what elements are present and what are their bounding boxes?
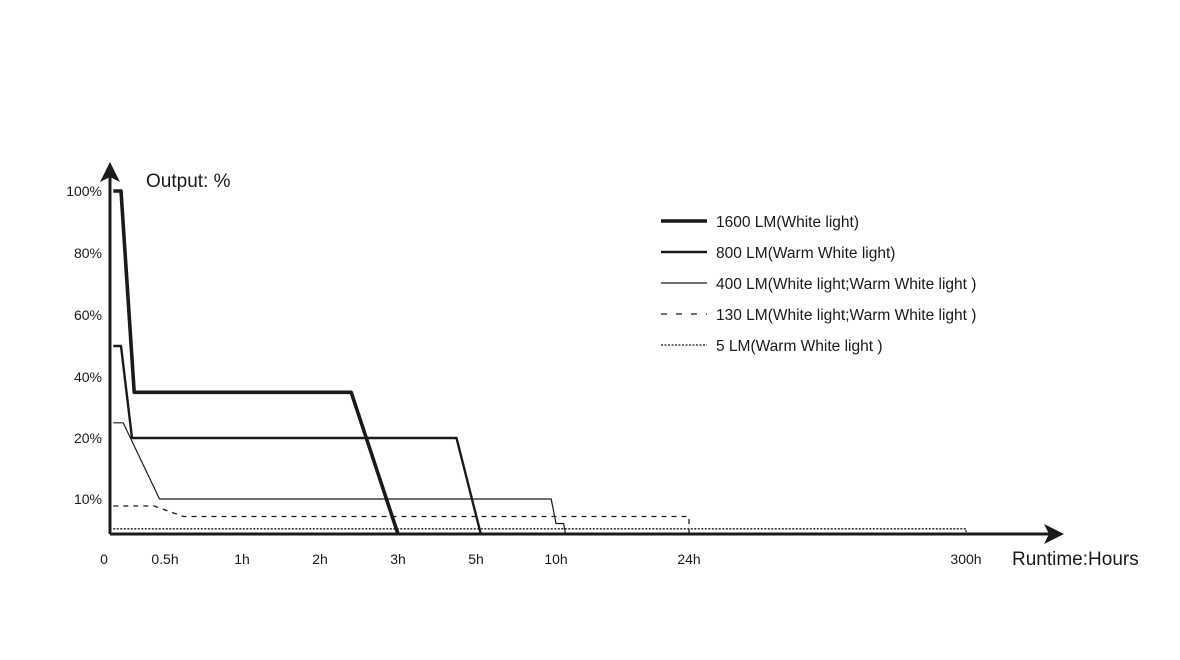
y-axis-arrow <box>100 162 120 182</box>
series-line-1 <box>113 189 400 535</box>
x-tick-label: 3h <box>390 551 406 567</box>
y-tick-label: 10% <box>74 491 102 507</box>
legend-label: 1600 LM(White light) <box>716 214 859 231</box>
x-tick-label: 0.5h <box>151 551 178 567</box>
x-axis-title: Runtime:Hours <box>1012 549 1139 570</box>
y-tick-label: 20% <box>74 430 102 446</box>
series-line-4 <box>113 505 690 534</box>
series-layer <box>113 189 967 535</box>
y-axis-title: Output: % <box>146 171 231 192</box>
x-tick-label: 5h <box>468 551 484 567</box>
x-tick-label: 2h <box>312 551 328 567</box>
legend-label: 5 LM(Warm White light ) <box>716 338 883 355</box>
legend-label: 400 LM(White light;Warm White light ) <box>716 276 976 293</box>
x-tick-label: 1h <box>234 551 250 567</box>
y-tick-label: 60% <box>74 307 102 323</box>
y-tick-label: 80% <box>74 245 102 261</box>
series-line-2 <box>113 344 482 535</box>
series-line-3 <box>113 422 567 535</box>
x-tick-label: 24h <box>677 551 700 567</box>
x-tick-label: 10h <box>544 551 567 567</box>
legend-label: 800 LM(Warm White light) <box>716 245 895 262</box>
series-line-5 <box>113 528 967 534</box>
legend: 1600 LM(White light) 800 LM(Warm White li… <box>661 214 976 355</box>
x-axis-arrow <box>1044 524 1064 544</box>
x-tick-label: 0 <box>100 551 108 567</box>
y-tick-label: 40% <box>74 369 102 385</box>
y-tick-label: 100% <box>66 183 102 199</box>
axes: 100% 80% 60% 40% 20% 10% 0 0.5h 1h 2h 3h 5h 10h 24h 30… <box>66 162 1064 567</box>
x-tick-label: 300h <box>950 551 981 567</box>
legend-label: 130 LM(White light;Warm White light ) <box>716 307 976 324</box>
